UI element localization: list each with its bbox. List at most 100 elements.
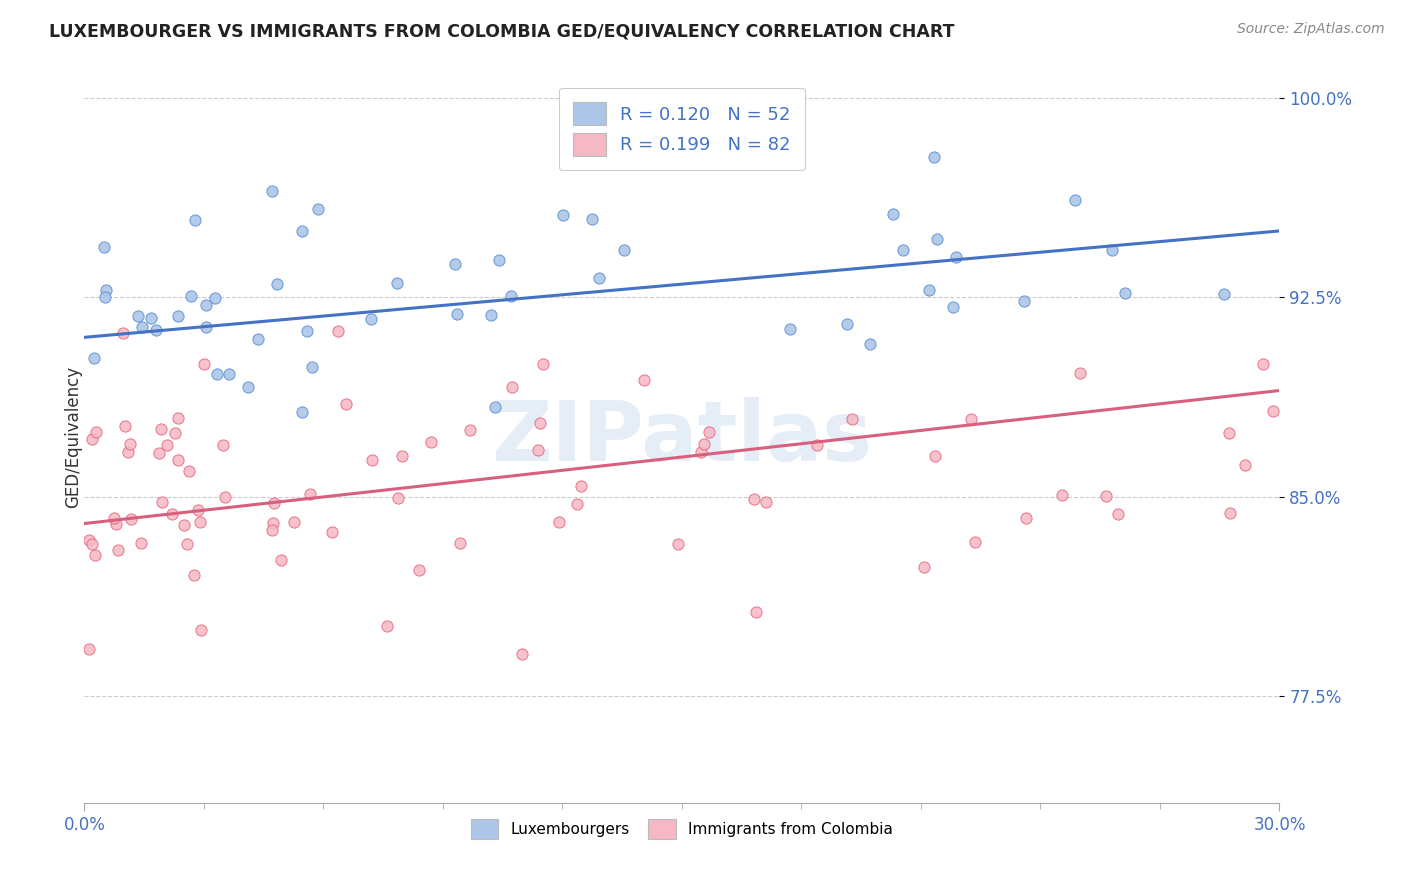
Point <box>918 283 941 297</box>
Point <box>82 432 104 446</box>
Point <box>419 435 441 450</box>
Point <box>183 213 205 227</box>
Point <box>1114 285 1136 300</box>
Point <box>167 410 190 425</box>
Point <box>924 449 946 463</box>
Point <box>79 533 101 547</box>
Point <box>1012 293 1035 308</box>
Point <box>167 452 190 467</box>
Point <box>152 494 174 508</box>
Point <box>1015 511 1038 525</box>
Point <box>693 437 716 451</box>
Point <box>156 438 179 452</box>
Point <box>145 323 167 337</box>
Point <box>569 479 592 493</box>
Point <box>321 524 343 539</box>
Text: LUXEMBOURGER VS IMMIGRANTS FROM COLOMBIA GED/EQUIVALENCY CORRELATION CHART: LUXEMBOURGER VS IMMIGRANTS FROM COLOMBIA… <box>49 22 955 40</box>
Point <box>148 445 170 459</box>
Point <box>193 357 215 371</box>
Point <box>755 495 778 509</box>
Point <box>479 308 502 322</box>
Point <box>1263 404 1285 418</box>
Point <box>484 400 506 414</box>
Point <box>588 271 610 285</box>
Point <box>1212 286 1234 301</box>
Point <box>117 444 139 458</box>
Point <box>84 425 107 439</box>
Point <box>391 449 413 463</box>
Point <box>912 559 935 574</box>
Point <box>375 618 398 632</box>
Point <box>195 298 218 312</box>
Point <box>529 416 551 430</box>
Point <box>945 251 967 265</box>
Point <box>107 542 129 557</box>
Point <box>1251 358 1274 372</box>
Point <box>167 309 190 323</box>
Point <box>214 491 236 505</box>
Point <box>1219 506 1241 520</box>
Point <box>1094 490 1116 504</box>
Legend: Luxembourgers, Immigrants from Colombia: Luxembourgers, Immigrants from Colombia <box>464 812 900 847</box>
Point <box>260 523 283 537</box>
Point <box>79 642 101 657</box>
Point <box>1063 193 1085 207</box>
Point <box>891 244 914 258</box>
Point <box>236 380 259 394</box>
Point <box>211 438 233 452</box>
Point <box>965 535 987 549</box>
Point <box>488 252 510 267</box>
Point <box>924 150 946 164</box>
Point <box>335 397 357 411</box>
Point <box>247 332 270 346</box>
Point <box>1050 488 1073 502</box>
Point <box>80 536 103 550</box>
Text: Source: ZipAtlas.com: Source: ZipAtlas.com <box>1237 22 1385 37</box>
Point <box>806 438 828 452</box>
Point <box>699 425 721 439</box>
Point <box>501 380 523 394</box>
Point <box>295 324 318 338</box>
Point <box>443 257 465 271</box>
Point <box>270 553 292 567</box>
Point <box>841 411 863 425</box>
Point <box>408 563 430 577</box>
Point <box>128 309 150 323</box>
Point <box>1069 366 1091 380</box>
Text: ZIPatlas: ZIPatlas <box>492 397 872 477</box>
Point <box>104 517 127 532</box>
Point <box>385 277 408 291</box>
Point <box>460 423 482 437</box>
Point <box>779 322 801 336</box>
Point <box>361 453 384 467</box>
Point <box>326 324 349 338</box>
Point <box>1107 507 1129 521</box>
Point <box>858 336 880 351</box>
Point <box>94 290 117 304</box>
Point <box>633 373 655 387</box>
Y-axis label: GED/Equivalency: GED/Equivalency <box>65 366 82 508</box>
Point <box>218 368 240 382</box>
Point <box>1101 243 1123 257</box>
Point <box>129 535 152 549</box>
Point <box>960 411 983 425</box>
Point <box>187 502 209 516</box>
Point <box>163 425 186 440</box>
Point <box>298 486 321 500</box>
Point <box>499 289 522 303</box>
Point <box>449 536 471 550</box>
Point <box>160 508 183 522</box>
Point <box>291 224 314 238</box>
Point <box>194 320 217 334</box>
Point <box>581 211 603 226</box>
Point <box>742 492 765 507</box>
Point <box>835 317 858 331</box>
Point <box>173 518 195 533</box>
Point <box>150 422 173 436</box>
Point <box>120 512 142 526</box>
Point <box>131 319 153 334</box>
Point <box>260 184 283 198</box>
Point <box>301 359 323 374</box>
Point <box>190 623 212 637</box>
Point <box>553 208 575 222</box>
